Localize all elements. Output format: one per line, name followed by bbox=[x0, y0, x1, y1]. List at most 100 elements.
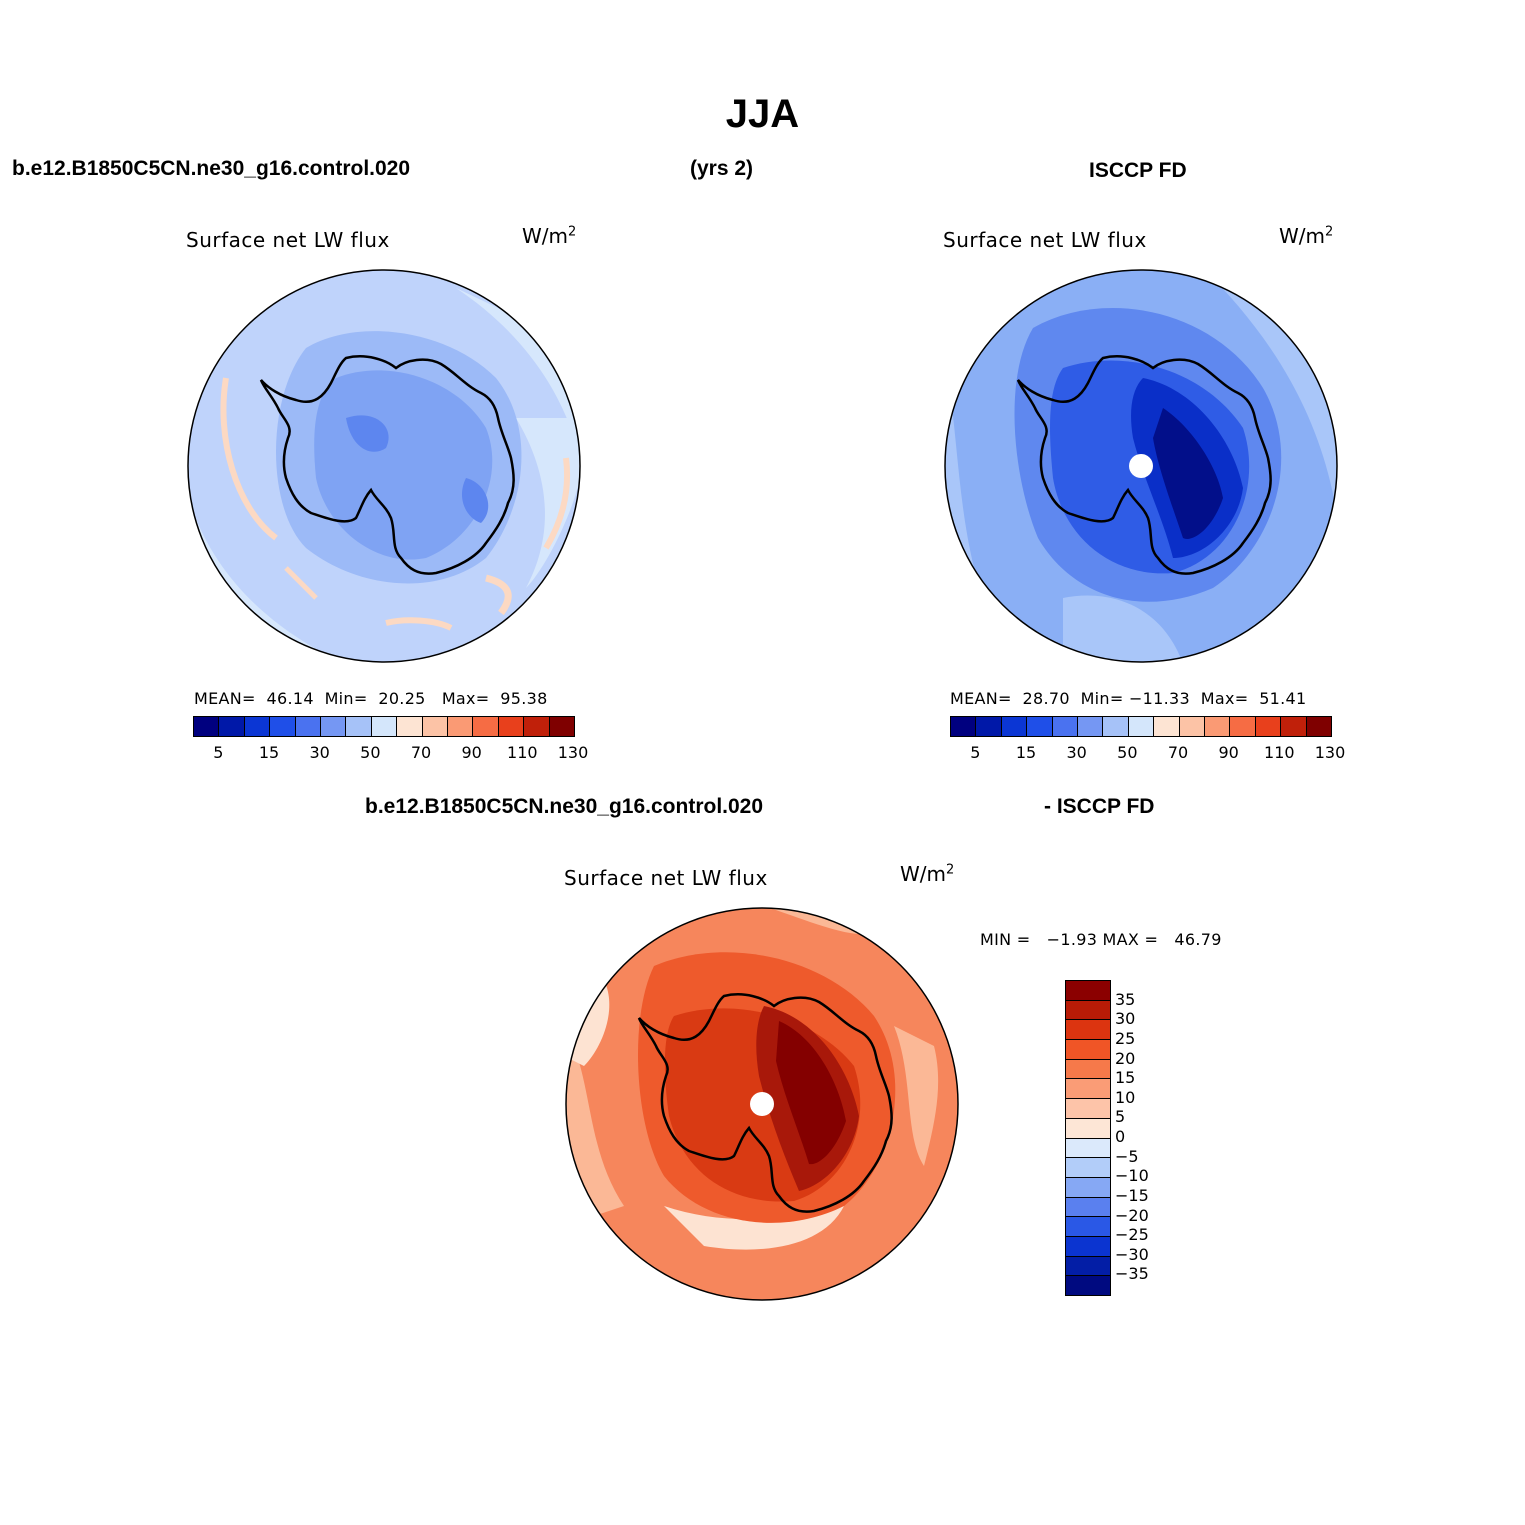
diff-colorbar-tick: 30 bbox=[1115, 1009, 1136, 1029]
diff-colorbar-tick: 10 bbox=[1115, 1087, 1136, 1107]
diff-obs-header: - ISCCP FD bbox=[1044, 795, 1155, 818]
model-stats: MEAN= 46.14 Min= 20.25 Max= 95.38 bbox=[194, 689, 548, 708]
model-colorbar-cell bbox=[524, 717, 550, 736]
diff-colorbar-cell bbox=[1066, 1177, 1110, 1198]
diff-colorbar-cell bbox=[1066, 981, 1110, 1001]
model-colorbar-cell bbox=[244, 717, 271, 736]
obs-map bbox=[944, 269, 1338, 663]
obs-colorbar-ticks: 5 15 30 50 70 90 110 130 bbox=[950, 743, 1345, 765]
diff-colorbar-cell bbox=[1066, 1197, 1110, 1218]
obs-colorbar-cell bbox=[1128, 717, 1155, 736]
diff-colorbar-cell bbox=[1066, 1118, 1110, 1139]
model-colorbar-cell bbox=[473, 717, 499, 736]
model-colorbar-tick: 15 bbox=[258, 743, 280, 762]
diff-colorbar-tick: 0 bbox=[1115, 1127, 1126, 1146]
diff-colorbar-cell bbox=[1066, 1236, 1110, 1257]
obs-colorbar-cell bbox=[1255, 717, 1282, 736]
diff-colorbar-tick: −30 bbox=[1115, 1244, 1149, 1264]
diff-colorbar-tick: −20 bbox=[1115, 1205, 1149, 1225]
diff-colorbar-cell bbox=[1066, 1138, 1110, 1159]
diff-colorbar-cell bbox=[1066, 1158, 1110, 1178]
model-map-border bbox=[187, 269, 581, 663]
obs-colorbar-cell bbox=[1179, 717, 1206, 736]
diff-colorbar-tick: −35 bbox=[1115, 1264, 1149, 1284]
diff-units: W/m2 bbox=[900, 862, 955, 886]
diff-colorbar-cell bbox=[1066, 1020, 1110, 1041]
obs-colorbar-cell bbox=[1281, 717, 1307, 736]
model-colorbar-cell bbox=[422, 717, 449, 736]
diff-colorbar-cell bbox=[1066, 1099, 1110, 1119]
obs-units: W/m2 bbox=[1279, 224, 1334, 248]
obs-colorbar-tick: 90 bbox=[1218, 743, 1239, 762]
diff-case-header: b.e12.B1850C5CN.ne30_g16.control.020 bbox=[365, 795, 764, 818]
obs-colorbar-tick: 130 bbox=[1314, 743, 1346, 762]
model-panel-title: Surface net LW flux bbox=[186, 228, 390, 252]
obs-colorbar-tick: 5 bbox=[970, 743, 981, 762]
diff-colorbar-tick: 25 bbox=[1115, 1028, 1136, 1048]
diff-colorbar-cell bbox=[1066, 1217, 1110, 1237]
obs-colorbar-cell bbox=[976, 717, 1002, 736]
diff-colorbar-cell bbox=[1066, 1256, 1110, 1277]
obs-coastline bbox=[1016, 355, 1272, 575]
model-units: W/m2 bbox=[522, 224, 577, 248]
model-colorbar-tick: 90 bbox=[461, 743, 482, 762]
obs-name-header: ISCCP FD bbox=[1089, 159, 1187, 182]
diff-colorbar-cell bbox=[1066, 1040, 1110, 1060]
obs-colorbar-tick: 110 bbox=[1264, 743, 1295, 762]
obs-colorbar-cell bbox=[951, 717, 977, 736]
diff-colorbar-tick: 5 bbox=[1115, 1107, 1126, 1127]
obs-colorbar-cell bbox=[1078, 717, 1104, 736]
model-colorbar-cell bbox=[371, 717, 398, 736]
obs-colorbar-cell bbox=[1230, 717, 1256, 736]
obs-colorbar-cell bbox=[1205, 717, 1231, 736]
main-title: JJA bbox=[725, 92, 800, 136]
diff-colorbar-tick: −5 bbox=[1115, 1146, 1139, 1166]
obs-stats: MEAN= 28.70 Min= −11.33 Max= 51.41 bbox=[950, 689, 1307, 708]
obs-colorbar-tick: 30 bbox=[1066, 743, 1087, 762]
diff-colorbar-tick: 20 bbox=[1115, 1048, 1136, 1068]
model-colorbar-cell bbox=[321, 717, 347, 736]
diff-colorbar-cell bbox=[1066, 1276, 1110, 1295]
diff-colorbar-tick: −10 bbox=[1115, 1166, 1149, 1186]
case-name-header: b.e12.B1850C5CN.ne30_g16.control.020 bbox=[12, 157, 411, 180]
model-colorbar-cell bbox=[549, 717, 575, 736]
model-colorbar-cell bbox=[295, 717, 322, 736]
model-colorbar-tick: 50 bbox=[360, 743, 381, 762]
model-colorbar-tick: 30 bbox=[309, 743, 330, 762]
model-coastline bbox=[259, 355, 515, 575]
obs-colorbar-cell bbox=[1001, 717, 1028, 736]
model-colorbar-ticks: 5 15 30 50 70 90 110 130 bbox=[193, 743, 588, 765]
diff-map-border bbox=[565, 907, 959, 1301]
model-colorbar-tick: 70 bbox=[410, 743, 432, 762]
diff-coastline bbox=[637, 993, 893, 1213]
obs-colorbar-cell bbox=[1306, 717, 1332, 736]
obs-colorbar-tick: 15 bbox=[1015, 743, 1037, 762]
diff-stats: MIN = −1.93 MAX = 46.79 bbox=[980, 930, 1222, 949]
diff-colorbar-cell bbox=[1066, 1079, 1110, 1100]
obs-map-border bbox=[944, 269, 1338, 663]
model-colorbar-cell bbox=[194, 717, 220, 736]
obs-colorbar-tick: 70 bbox=[1167, 743, 1189, 762]
obs-colorbar-cell bbox=[1103, 717, 1129, 736]
model-colorbar-cell bbox=[448, 717, 474, 736]
diff-colorbar-tick: 35 bbox=[1115, 989, 1136, 1009]
model-colorbar-cell bbox=[219, 717, 245, 736]
model-map bbox=[187, 269, 581, 663]
diff-colorbar-tick: −25 bbox=[1115, 1225, 1149, 1245]
diff-colorbar-cell bbox=[1066, 1000, 1110, 1021]
diff-pole-hole bbox=[750, 1092, 774, 1116]
years-header: (yrs 2) bbox=[690, 157, 754, 180]
model-colorbar-cell bbox=[346, 717, 372, 736]
obs-colorbar bbox=[950, 716, 1332, 737]
diff-colorbar-tick: −15 bbox=[1115, 1185, 1149, 1205]
obs-colorbar-cell bbox=[1052, 717, 1079, 736]
diff-panel-title: Surface net LW flux bbox=[564, 866, 768, 890]
diff-colorbar-ticks: 35 30 25 20 15 10 5 0 −5 −10 −15 −20 −25 −30 −35 bbox=[1115, 980, 1175, 1294]
obs-colorbar-cell bbox=[1027, 717, 1053, 736]
diff-colorbar-tick: 15 bbox=[1115, 1068, 1136, 1088]
obs-panel-title: Surface net LW flux bbox=[943, 228, 1147, 252]
model-colorbar-tick: 5 bbox=[213, 743, 224, 762]
obs-pole-hole bbox=[1129, 454, 1153, 478]
obs-colorbar-cell bbox=[1154, 717, 1180, 736]
model-colorbar-tick: 130 bbox=[557, 743, 589, 762]
